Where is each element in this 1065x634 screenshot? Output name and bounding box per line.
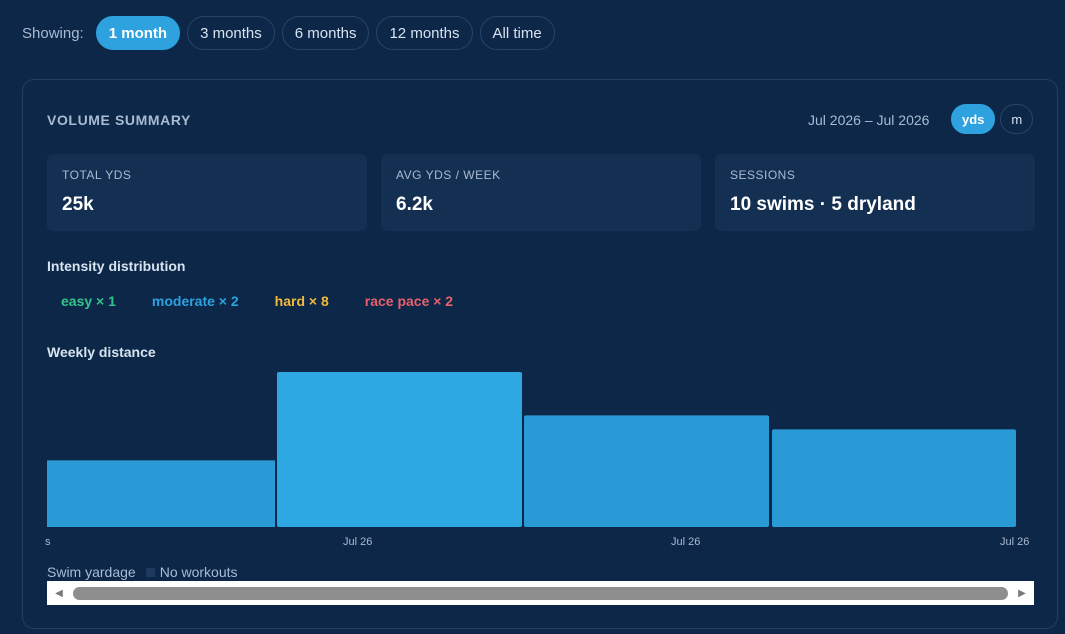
stat-label: AVG YDS / WEEK <box>396 168 501 182</box>
legend-no-workouts-label: No workouts <box>159 564 238 580</box>
range-filter-bar: Showing: 1 month 3 months 6 months 12 mo… <box>22 16 555 50</box>
chart-scrollbar[interactable]: ◀ ▶ <box>47 581 1034 605</box>
scroll-right-arrow[interactable]: ▶ <box>1018 587 1026 599</box>
unit-toggle: yds m <box>951 104 1034 134</box>
x-tick-label: Jul 26 <box>1000 536 1030 548</box>
intensity-race-pace: race pace × 2 <box>364 293 454 309</box>
volume-summary-card: VOLUME SUMMARY Jul 2026 – Jul 2026 yds m… <box>22 79 1058 629</box>
intensity-easy: easy × 1 <box>61 293 116 309</box>
weekly-distance-chart <box>47 368 1017 527</box>
x-tick-label: Jul 26 <box>343 536 373 548</box>
showing-label: Showing: <box>22 24 84 42</box>
legend-swim-yardage: Swim yardage <box>47 564 136 580</box>
filter-6-months[interactable]: 6 months <box>281 16 370 50</box>
bar-week-1 <box>47 460 275 527</box>
stat-value: 10 swims · 5 dryland <box>730 194 916 215</box>
filter-12-months[interactable]: 12 months <box>376 16 473 50</box>
chart-legend: Swim yardage No workouts <box>47 564 238 580</box>
x-tick-label: Jul 26 <box>671 536 701 548</box>
unit-m-button[interactable]: m <box>1000 104 1034 134</box>
card-title: VOLUME SUMMARY <box>47 112 191 128</box>
date-range: Jul 2026 – Jul 2026 <box>808 112 930 128</box>
intensity-title: Intensity distribution <box>47 258 186 274</box>
intensity-moderate: moderate × 2 <box>151 293 239 309</box>
x-tick-label: s <box>45 536 51 548</box>
intensity-hard: hard × 8 <box>274 293 329 309</box>
legend-no-workouts: No workouts <box>145 564 238 580</box>
unit-yds-button[interactable]: yds <box>951 104 996 134</box>
stat-value: 6.2k <box>396 194 433 215</box>
stat-total-yds: TOTAL YDS 25k <box>47 154 367 231</box>
weekly-distance-title: Weekly distance <box>47 344 156 360</box>
filter-3-months[interactable]: 3 months <box>187 16 275 50</box>
stat-sessions: SESSIONS 10 swims · 5 dryland <box>715 154 1035 231</box>
scroll-thumb[interactable] <box>73 586 1008 600</box>
intensity-distribution: easy × 1 moderate × 2 hard × 8 race pace… <box>61 293 453 309</box>
bar-chart-svg <box>47 372 1016 527</box>
bar-week-2 <box>277 372 522 527</box>
stats-row: TOTAL YDS 25k AVG YDS / WEEK 6.2k SESSIO… <box>47 154 1035 231</box>
stat-label: TOTAL YDS <box>62 168 132 182</box>
filter-all-time[interactable]: All time <box>479 16 555 50</box>
scroll-left-arrow[interactable]: ◀ <box>55 587 63 599</box>
stat-value: 25k <box>62 194 94 215</box>
stat-label: SESSIONS <box>730 168 796 182</box>
bar-week-4 <box>772 429 1016 527</box>
bar-week-3 <box>524 415 769 527</box>
legend-swatch <box>145 567 155 577</box>
stat-avg-yds-week: AVG YDS / WEEK 6.2k <box>381 154 701 231</box>
filter-1-month[interactable]: 1 month <box>95 16 181 50</box>
x-axis-labels: s Jul 26 Jul 26 Jul 26 <box>45 536 1035 552</box>
